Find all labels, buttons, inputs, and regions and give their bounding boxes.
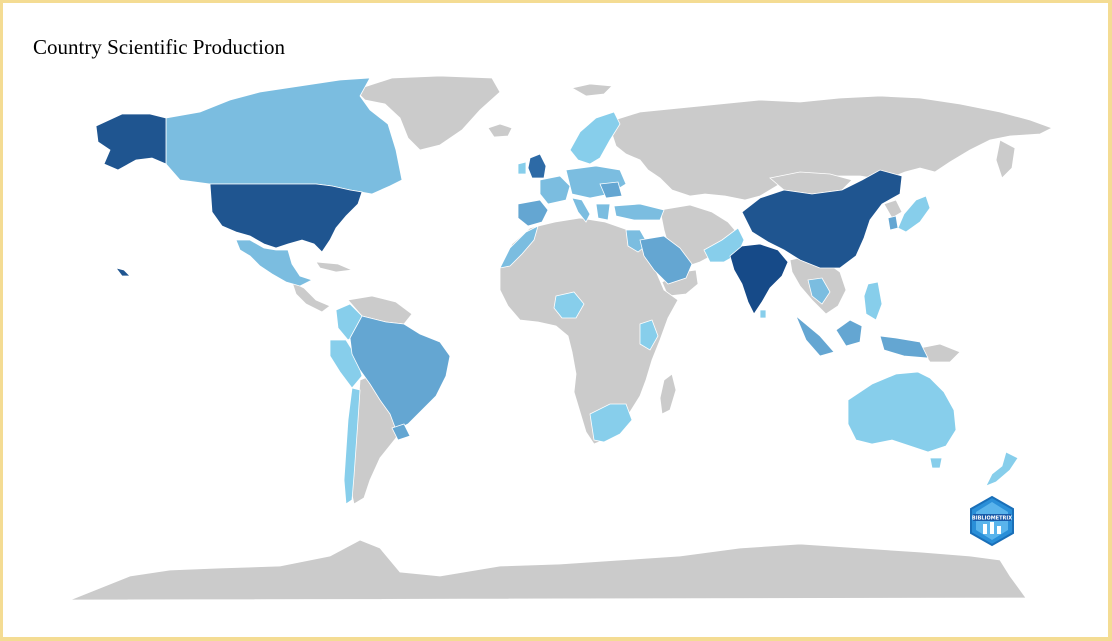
country-usa-alaska	[95, 113, 167, 171]
country-turkey	[613, 203, 665, 221]
region-tasmania	[929, 457, 943, 469]
country-japan	[897, 195, 931, 233]
country-france	[539, 175, 571, 205]
region-indonesia-east	[879, 335, 929, 359]
country-mexico	[235, 239, 314, 287]
country-south-africa	[589, 403, 633, 443]
country-kenya	[639, 319, 659, 351]
country-papua-new-guinea	[919, 343, 961, 363]
map-title: Country Scientific Production	[33, 35, 285, 59]
country-russia	[607, 95, 1054, 201]
country-madagascar	[659, 373, 677, 415]
continent-antarctica	[69, 539, 1027, 601]
country-australia	[847, 371, 957, 453]
country-north-korea	[883, 199, 903, 219]
country-saudi-arabia	[639, 235, 693, 285]
continent-africa	[499, 217, 679, 445]
country-uk	[527, 153, 547, 179]
country-uruguay	[391, 423, 411, 441]
country-cuba	[315, 261, 354, 273]
country-brazil	[349, 315, 451, 431]
countries-with-production	[95, 77, 1019, 505]
country-ireland	[517, 161, 527, 175]
country-iceland	[487, 123, 513, 138]
country-nigeria	[553, 291, 585, 319]
country-scandinavia	[569, 111, 621, 165]
country-china	[741, 169, 903, 269]
logo-text: BIBLIOMETRIX	[972, 516, 1012, 522]
country-philippines	[863, 281, 883, 321]
country-usa-hawaii	[115, 267, 131, 277]
region-central-america	[291, 281, 331, 313]
bibliometrix-logo: BIBLIOMETRIX	[970, 495, 1014, 547]
region-svalbard	[570, 83, 613, 97]
country-south-korea	[887, 215, 899, 231]
country-peru	[329, 339, 363, 389]
country-indonesia	[795, 315, 835, 357]
region-kamchatka	[995, 139, 1016, 179]
country-thailand	[807, 277, 831, 305]
world-map	[69, 75, 1054, 601]
country-usa	[209, 183, 363, 253]
country-new-zealand	[985, 451, 1019, 487]
country-india	[729, 243, 789, 315]
country-chile	[343, 387, 361, 505]
country-sri-lanka	[759, 309, 767, 319]
country-malaysia	[835, 319, 863, 347]
country-greece	[595, 203, 611, 221]
country-morocco	[499, 225, 539, 269]
country-italy	[571, 197, 591, 223]
map-panel: Country Scientific Production BIBLIOMETR…	[3, 3, 1108, 637]
country-spain	[517, 199, 549, 227]
country-romania	[599, 181, 623, 199]
country-greenland	[354, 75, 501, 151]
